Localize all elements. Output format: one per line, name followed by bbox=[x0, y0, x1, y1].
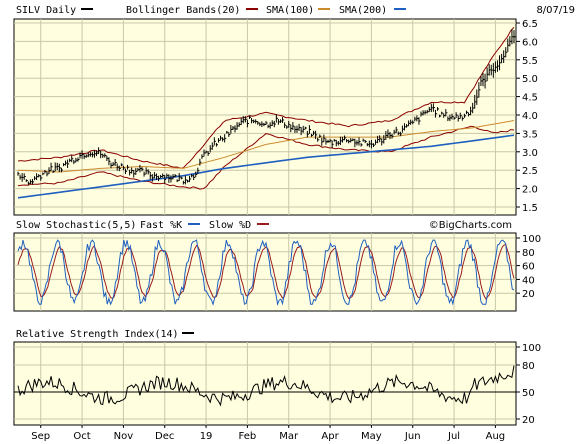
price-y-label: 3.0 bbox=[522, 148, 538, 159]
bollinger-upper-line bbox=[17, 27, 515, 169]
x-label: Apr bbox=[321, 431, 339, 442]
rsi-y-label: 80 bbox=[522, 361, 535, 372]
price-y-label: 6.5 bbox=[522, 19, 538, 30]
slow-d-line bbox=[17, 243, 515, 300]
rsi-title: Relative Strength Index(14) bbox=[16, 329, 179, 340]
legend-sma200: SMA(200) bbox=[339, 5, 387, 16]
x-label: Mar bbox=[279, 431, 299, 442]
x-label: Feb bbox=[239, 431, 257, 442]
sma100-line bbox=[17, 120, 515, 173]
fast-k-line bbox=[17, 239, 515, 307]
legend-sma100: SMA(100) bbox=[266, 5, 314, 16]
price-y-label: 4.0 bbox=[522, 111, 538, 122]
x-label: Aug bbox=[486, 431, 506, 442]
price-y-label: 3.5 bbox=[522, 129, 538, 140]
price-title: SILV Daily bbox=[16, 5, 76, 16]
price-bars bbox=[17, 29, 516, 186]
x-label: Nov bbox=[114, 431, 134, 442]
x-label: May bbox=[361, 431, 382, 442]
x-label: Sep bbox=[31, 431, 50, 442]
bollinger-lower-line bbox=[17, 125, 515, 190]
rsi-y-label: 50 bbox=[522, 388, 535, 399]
x-label: Jul bbox=[447, 431, 460, 442]
rsi-y-label: 100 bbox=[522, 343, 541, 354]
stoch-y-label: 80 bbox=[522, 248, 535, 259]
stoch-y-label: 60 bbox=[522, 262, 535, 273]
watermark: ©BigCharts.com bbox=[429, 220, 512, 231]
x-label: Dec bbox=[155, 431, 174, 442]
rsi-line bbox=[17, 365, 515, 407]
legend-bollinger: Bollinger Bands(20) bbox=[126, 5, 240, 16]
stoch-y-label: 20 bbox=[522, 289, 535, 300]
stoch-y-label: 100 bbox=[522, 234, 541, 245]
rsi-y-label: 20 bbox=[522, 415, 535, 426]
price-y-label: 5.5 bbox=[522, 56, 538, 67]
stochastic-panel bbox=[13, 232, 517, 312]
x-label: Jun bbox=[404, 431, 421, 442]
sma200-line bbox=[17, 134, 515, 199]
chart-date: 8/07/19 bbox=[536, 5, 575, 16]
price-y-label: 2.0 bbox=[522, 185, 538, 196]
stoch-y-label: 40 bbox=[522, 275, 535, 286]
x-label: Oct bbox=[73, 431, 90, 442]
rsi-panel bbox=[13, 341, 517, 426]
stoch-title: Slow Stochastic(5,5) bbox=[16, 220, 136, 231]
price-y-label: 2.5 bbox=[522, 166, 538, 177]
legend-slow-d: Slow %D bbox=[209, 220, 251, 231]
price-y-label: 6.0 bbox=[522, 37, 538, 48]
price-y-label: 1.5 bbox=[522, 203, 538, 214]
legend-fast-k: Fast %K bbox=[140, 220, 182, 231]
x-label: 19 bbox=[200, 431, 213, 442]
price-y-label: 4.5 bbox=[522, 93, 538, 104]
price-y-label: 5.0 bbox=[522, 74, 538, 85]
price-panel bbox=[13, 18, 517, 216]
